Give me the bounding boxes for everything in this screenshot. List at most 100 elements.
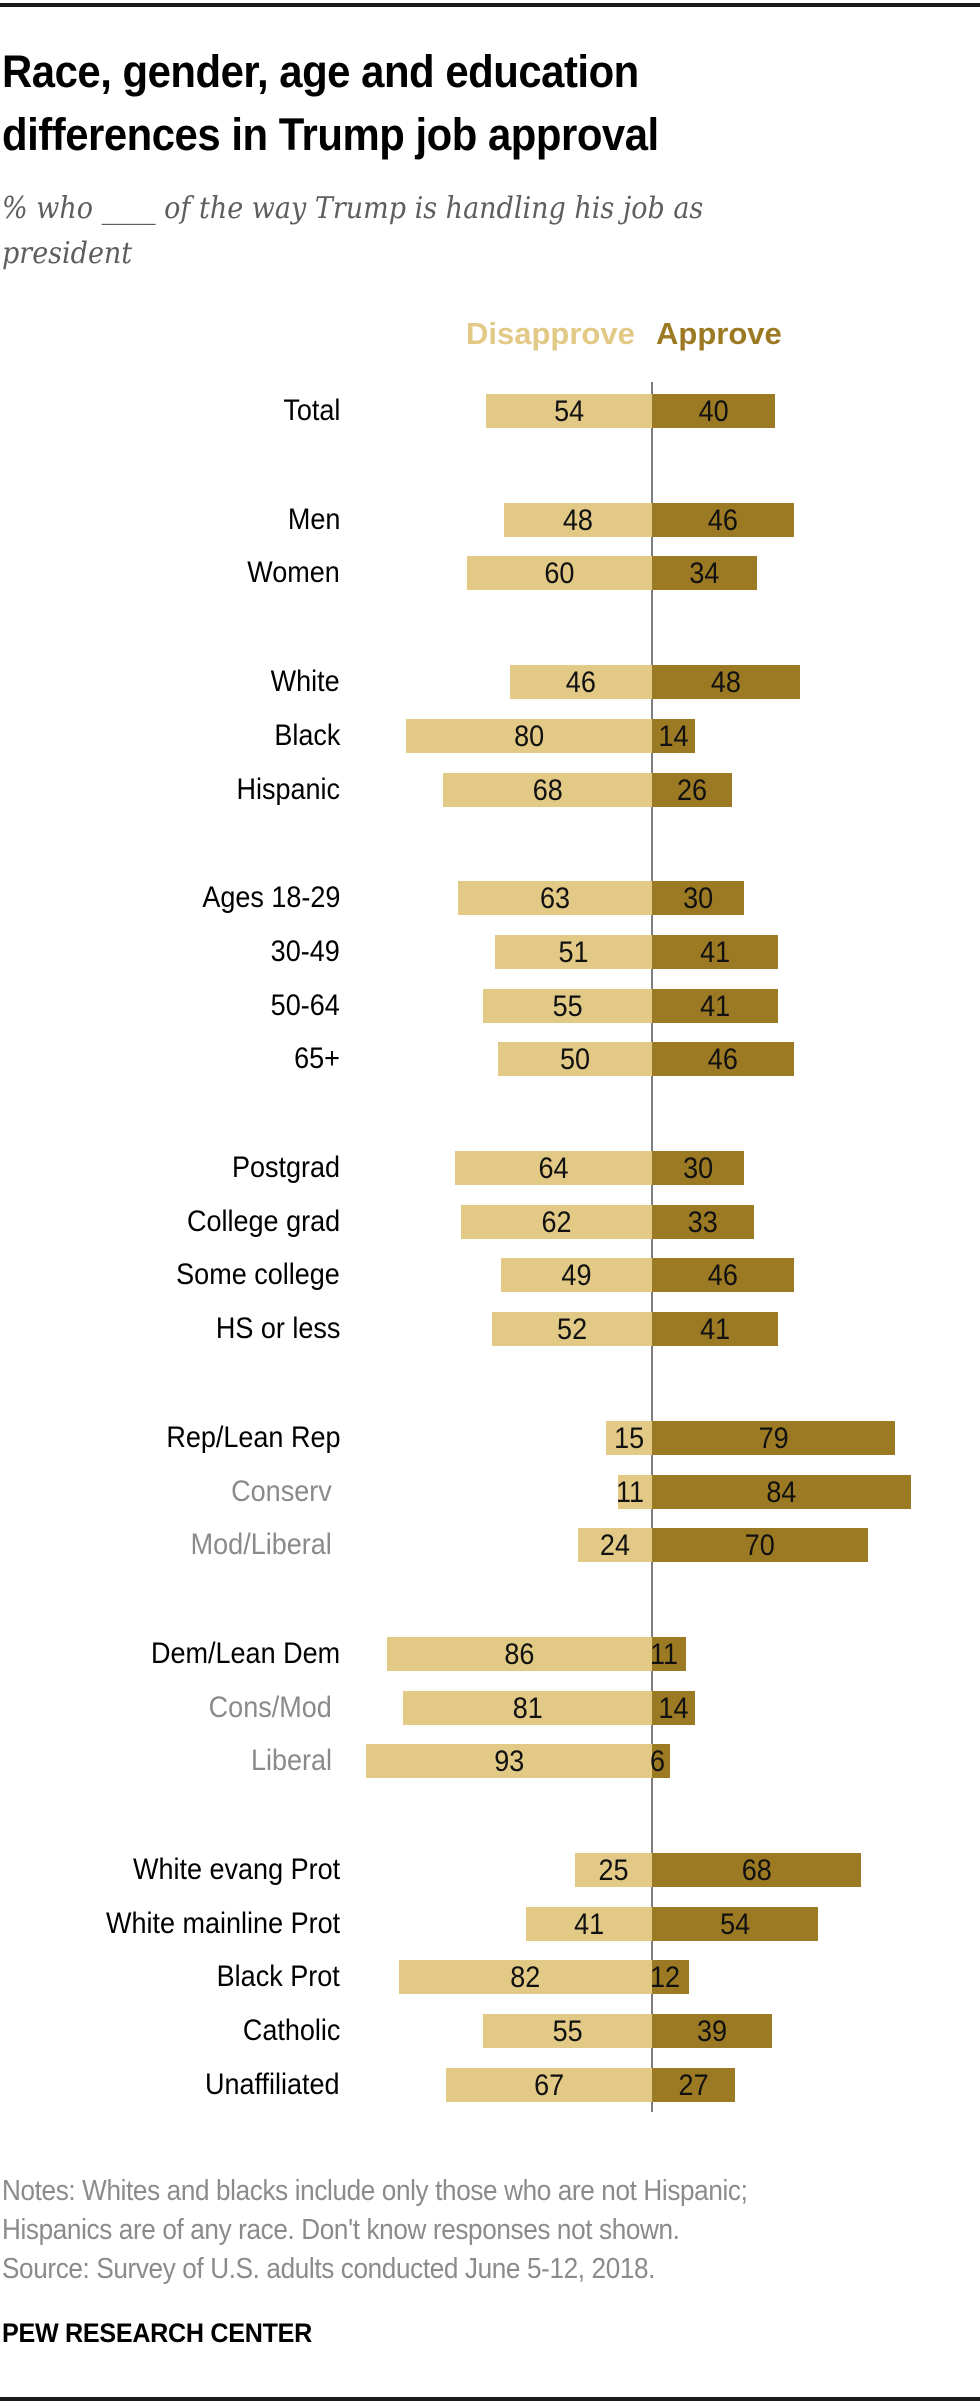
value-label-approve: 46 (707, 504, 738, 537)
chart-title-line-1: Race, gender, age and education (2, 46, 639, 97)
bar-approve (652, 1205, 754, 1239)
value-label-disapprove: 49 (561, 1259, 592, 1292)
bar-approve (652, 989, 779, 1023)
bar-disapprove (405, 719, 652, 753)
value-label-approve: 12 (650, 1961, 681, 1994)
row-label: Some college (176, 1258, 340, 1291)
value-label-approve: 46 (707, 1043, 738, 1076)
top-rule (0, 3, 980, 7)
bar-disapprove (461, 1205, 652, 1239)
value-label-disapprove: 60 (544, 557, 575, 590)
bar-approve (652, 1691, 696, 1725)
value-label-approve: 48 (710, 666, 741, 699)
bar-approve (652, 1475, 911, 1509)
value-label-disapprove: 41 (573, 1908, 604, 1941)
value-label-disapprove: 50 (559, 1043, 591, 1076)
bar-approve (652, 1853, 862, 1887)
bar-approve (652, 556, 757, 590)
value-label-approve: 11 (650, 1638, 679, 1671)
row-label: HS or less (215, 1312, 340, 1345)
chart-subtitle-line-1: % who ____ of the way Trump is handling … (2, 191, 704, 226)
value-label-disapprove: 55 (552, 2015, 583, 2048)
value-label-approve: 14 (658, 720, 689, 753)
value-label-approve: 79 (758, 1422, 789, 1455)
bar-disapprove (605, 1421, 652, 1455)
bar-approve (652, 1258, 794, 1292)
bar-disapprove (525, 1907, 652, 1941)
bar-approve (652, 665, 800, 699)
bar-disapprove (510, 665, 652, 699)
row-label: Dem/Lean Dem (150, 1637, 340, 1670)
bar-approve (652, 1151, 745, 1185)
center-axis-line (651, 382, 653, 2112)
bar-disapprove (491, 1312, 652, 1346)
bar-approve (652, 719, 696, 753)
bar-approve (652, 2014, 773, 2048)
row-label: Total (282, 394, 340, 427)
bar-disapprove (402, 1691, 652, 1725)
value-label-disapprove: 68 (532, 774, 563, 807)
chart-notes: Notes: Whites and blacks include only th… (2, 2172, 956, 2289)
row-label: College grad (186, 1205, 340, 1238)
bar-disapprove (457, 881, 652, 915)
value-label-disapprove: 63 (539, 882, 570, 915)
row-label: Rep/Lean Rep (165, 1421, 340, 1454)
value-label-disapprove: 80 (513, 720, 544, 753)
value-label-disapprove: 52 (556, 1313, 587, 1346)
bar-approve (652, 881, 745, 915)
row-label: Women (247, 556, 340, 589)
value-label-approve: 30 (683, 882, 714, 915)
bar-approve (652, 1042, 794, 1076)
bar-approve (652, 2068, 736, 2102)
value-label-disapprove: 11 (615, 1476, 645, 1509)
value-label-disapprove: 67 (533, 2069, 564, 2102)
value-label-disapprove: 46 (566, 666, 597, 699)
bar-disapprove (485, 394, 652, 428)
row-label: 65+ (294, 1042, 340, 1075)
legend-approve: Approve (656, 316, 782, 351)
row-label: Postgrad (231, 1151, 340, 1184)
bar-disapprove (399, 1960, 652, 1994)
value-label-disapprove: 93 (493, 1745, 524, 1778)
bar-approve (652, 1960, 689, 1994)
value-label-disapprove: 25 (598, 1854, 629, 1887)
chart-subtitle: % who ____ of the way Trump is handling … (2, 186, 848, 276)
value-label-disapprove: 24 (600, 1529, 631, 1562)
bar-approve (652, 503, 794, 537)
value-label-approve: 54 (720, 1908, 751, 1941)
bar-approve (652, 1637, 686, 1671)
bar-disapprove (387, 1637, 652, 1671)
value-label-disapprove: 82 (510, 1961, 541, 1994)
row-label: White (270, 665, 340, 698)
row-label: Hispanic (236, 773, 340, 806)
bar-disapprove (501, 1258, 652, 1292)
bar-approve (652, 394, 776, 428)
value-label-disapprove: 15 (613, 1422, 644, 1455)
row-label: Cons/Mod (208, 1691, 332, 1724)
bar-disapprove (467, 556, 652, 590)
bar-disapprove (365, 1744, 652, 1778)
chart-title: Race, gender, age and education differen… (2, 40, 895, 166)
bottom-rule (0, 2397, 980, 2401)
row-label: 30-49 (270, 935, 340, 968)
bar-approve (652, 1312, 779, 1346)
bar-disapprove (578, 1528, 652, 1562)
bar-approve (652, 935, 779, 969)
value-label-disapprove: 54 (553, 395, 584, 428)
bar-disapprove (618, 1475, 652, 1509)
row-label: White evang Prot (132, 1853, 340, 1886)
chart-subtitle-line-2: president (2, 236, 133, 271)
value-label-disapprove: 62 (541, 1206, 572, 1239)
source-line: Source: Survey of U.S. adults conducted … (2, 2253, 656, 2285)
row-label: Black (273, 719, 340, 752)
bar-disapprove (445, 2068, 652, 2102)
value-label-approve: 41 (700, 1313, 731, 1346)
row-label: White mainline Prot (105, 1907, 340, 1940)
brand-label: PEW RESEARCH CENTER (2, 2318, 313, 2348)
value-label-disapprove: 55 (552, 990, 583, 1023)
value-label-disapprove: 48 (563, 504, 594, 537)
value-label-approve: 46 (707, 1259, 738, 1292)
bar-approve (652, 1528, 868, 1562)
value-label-approve: 41 (700, 936, 731, 969)
